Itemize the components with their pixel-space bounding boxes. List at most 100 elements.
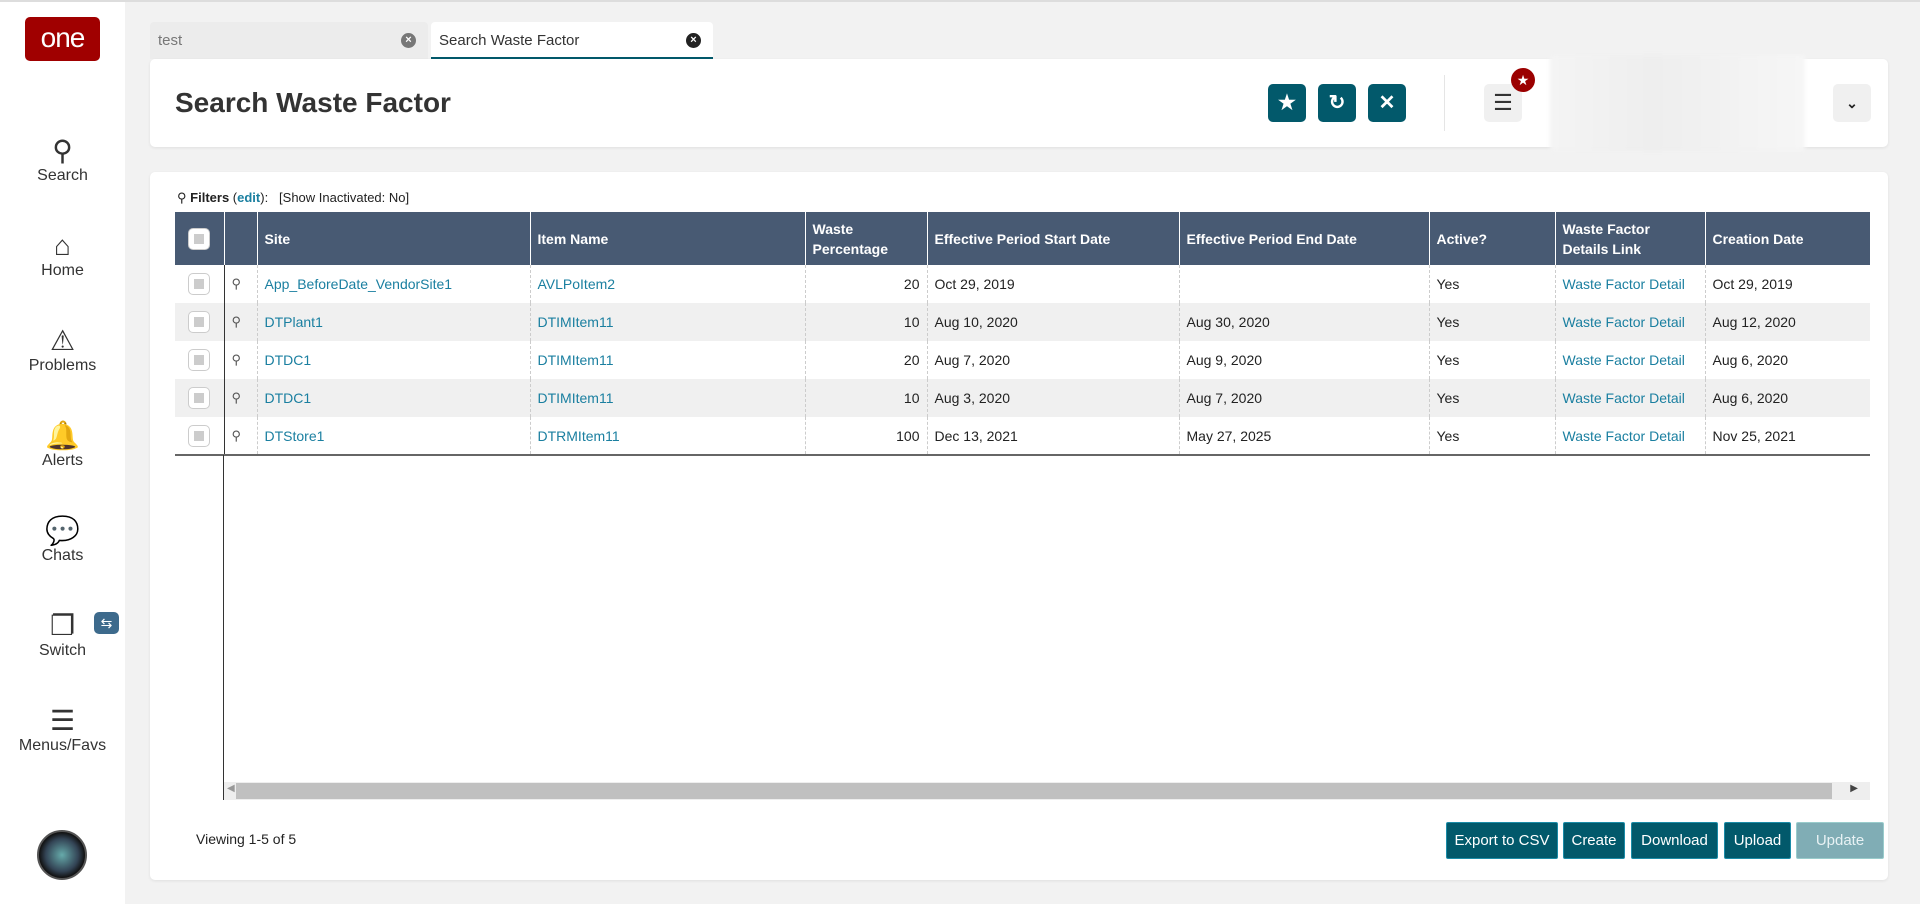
col-site[interactable]: Site	[256, 212, 530, 265]
refresh-button[interactable]: ↻	[1318, 84, 1356, 122]
col-creation-date[interactable]: Creation Date	[1704, 212, 1870, 265]
page-title: Search Waste Factor	[175, 87, 451, 118]
site-location-icon[interactable]: ⚲	[223, 265, 257, 303]
row-checkbox[interactable]	[175, 265, 224, 303]
close-icon: ✕	[1378, 92, 1396, 114]
menu-icon: ☰	[1493, 90, 1513, 115]
cell-item-name[interactable]: AVLPoItem2	[529, 265, 805, 303]
tab-label: test	[158, 32, 183, 49]
search-icon: ⚲	[52, 135, 73, 166]
row-icon-header	[223, 212, 257, 265]
user-dropdown-button[interactable]: ⌄	[1833, 84, 1871, 122]
col-end-date[interactable]: Effective Period End Date	[1178, 212, 1429, 265]
cell-site[interactable]: App_BeforeDate_VendorSite1	[256, 265, 530, 303]
app-logo[interactable]: one	[25, 17, 100, 61]
cell-end-date: Aug 7, 2020	[1178, 379, 1429, 417]
site-location-icon[interactable]: ⚲	[223, 303, 257, 341]
cell-site[interactable]: DTDC1	[256, 379, 530, 417]
favorite-button[interactable]: ★	[1268, 84, 1306, 122]
tab-search-waste-factor[interactable]: Search Waste Factor ×	[431, 22, 713, 59]
select-all-checkbox[interactable]	[175, 212, 224, 265]
scrollbar-thumb[interactable]	[236, 783, 1832, 799]
table-row: ⚲ DTStore1 DTRMItem11 100 Dec 13, 2021 May 27…	[175, 417, 1870, 456]
row-checkbox[interactable]	[175, 341, 224, 379]
nav-label: Alerts	[42, 452, 83, 469]
menu-icon: ☰	[49, 705, 76, 736]
nav-label: Chats	[41, 547, 84, 564]
nav-alerts[interactable]: 🔔 Alerts	[0, 420, 125, 470]
table-row: ⚲ DTDC1 DTIMItem11 10 Aug 3, 2020 Aug 7, 2020…	[175, 379, 1870, 417]
menu-button[interactable]: ☰	[1484, 84, 1522, 122]
cell-site[interactable]: DTDC1	[256, 341, 530, 379]
cell-creation-date: Aug 12, 2020	[1704, 303, 1870, 341]
site-location-icon[interactable]: ⚲	[223, 379, 257, 417]
cell-item-name[interactable]: DTIMItem11	[529, 341, 805, 379]
nav-search[interactable]: ⚲ Search	[0, 135, 125, 185]
scroll-right-icon[interactable]: ▶	[1850, 783, 1858, 794]
create-button[interactable]: Create	[1563, 822, 1625, 859]
close-tab-icon[interactable]: ×	[401, 33, 416, 48]
chat-icon: 💬	[45, 515, 80, 546]
tab-test[interactable]: test ×	[150, 22, 428, 59]
col-details-link[interactable]: Waste Factor Details Link	[1554, 212, 1705, 265]
search-icon: ⚲	[177, 190, 187, 205]
scroll-left-icon[interactable]: ◀	[227, 783, 235, 794]
col-active[interactable]: Active?	[1428, 212, 1555, 265]
export-csv-button[interactable]: Export to CSV	[1446, 822, 1558, 859]
chevron-down-icon: ⌄	[1846, 95, 1858, 111]
site-location-icon[interactable]: ⚲	[223, 341, 257, 379]
cell-waste-percentage: 10	[804, 303, 927, 341]
download-button[interactable]: Download	[1631, 822, 1718, 859]
user-profile-blurred[interactable]	[1550, 55, 1805, 151]
cell-site[interactable]: DTStore1	[256, 417, 530, 456]
refresh-icon: ↻	[1328, 92, 1346, 114]
home-icon: ⌂	[54, 230, 71, 261]
switch-arrows-icon[interactable]: ⇆	[94, 612, 119, 634]
cell-details-link[interactable]: Waste Factor Detail	[1554, 265, 1705, 303]
filters-edit-link[interactable]: edit	[237, 190, 261, 205]
cell-creation-date: Aug 6, 2020	[1704, 341, 1870, 379]
nav-home[interactable]: ⌂ Home	[0, 230, 125, 280]
cell-start-date: Oct 29, 2019	[926, 265, 1179, 303]
horizontal-scrollbar[interactable]: ◀ ▶	[224, 782, 1870, 800]
row-checkbox[interactable]	[175, 417, 224, 456]
cell-details-link[interactable]: Waste Factor Detail	[1554, 303, 1705, 341]
nav-label: Home	[41, 262, 84, 279]
row-checkbox[interactable]	[175, 379, 224, 417]
nav-menus-favs[interactable]: ☰ Menus/Favs	[0, 705, 125, 755]
cell-start-date: Aug 3, 2020	[926, 379, 1179, 417]
cell-waste-percentage: 20	[804, 341, 927, 379]
cell-details-link[interactable]: Waste Factor Detail	[1554, 341, 1705, 379]
cell-item-name[interactable]: DTIMItem11	[529, 379, 805, 417]
row-checkbox[interactable]	[175, 303, 224, 341]
filters-summary: [Show Inactivated: No]	[279, 190, 410, 205]
pagination-info: Viewing 1-5 of 5	[196, 831, 297, 847]
cell-active: Yes	[1428, 379, 1555, 417]
cell-creation-date: Aug 6, 2020	[1704, 379, 1870, 417]
cell-waste-percentage: 10	[804, 379, 927, 417]
table-row: ⚲ App_BeforeDate_VendorSite1 AVLPoItem2 20 O…	[175, 265, 1870, 303]
cell-active: Yes	[1428, 341, 1555, 379]
cell-item-name[interactable]: DTIMItem11	[529, 303, 805, 341]
cell-site[interactable]: DTPlant1	[256, 303, 530, 341]
update-button[interactable]: Update	[1796, 822, 1884, 859]
col-item-name[interactable]: Item Name	[529, 212, 805, 265]
cell-details-link[interactable]: Waste Factor Detail	[1554, 379, 1705, 417]
nav-problems[interactable]: ⚠ Problems	[0, 325, 125, 375]
cell-details-link[interactable]: Waste Factor Detail	[1554, 417, 1705, 456]
col-start-date[interactable]: Effective Period Start Date	[926, 212, 1179, 265]
favorites-badge-icon: ★	[1511, 68, 1535, 92]
bell-icon: 🔔	[45, 420, 80, 451]
site-location-icon[interactable]: ⚲	[223, 417, 257, 456]
warning-icon: ⚠	[49, 325, 76, 356]
nav-label: Menus/Favs	[18, 737, 107, 754]
cell-waste-percentage: 20	[804, 265, 927, 303]
nav-chats[interactable]: 💬 Chats	[0, 515, 125, 565]
close-tab-icon[interactable]: ×	[686, 33, 701, 48]
col-waste-percentage[interactable]: Waste Percentage	[804, 212, 927, 265]
cell-item-name[interactable]: DTRMItem11	[529, 417, 805, 456]
close-button[interactable]: ✕	[1368, 84, 1406, 122]
assistant-avatar[interactable]	[37, 830, 87, 880]
nav-switch[interactable]: ❐ Switch	[0, 610, 125, 660]
upload-button[interactable]: Upload	[1724, 822, 1791, 859]
